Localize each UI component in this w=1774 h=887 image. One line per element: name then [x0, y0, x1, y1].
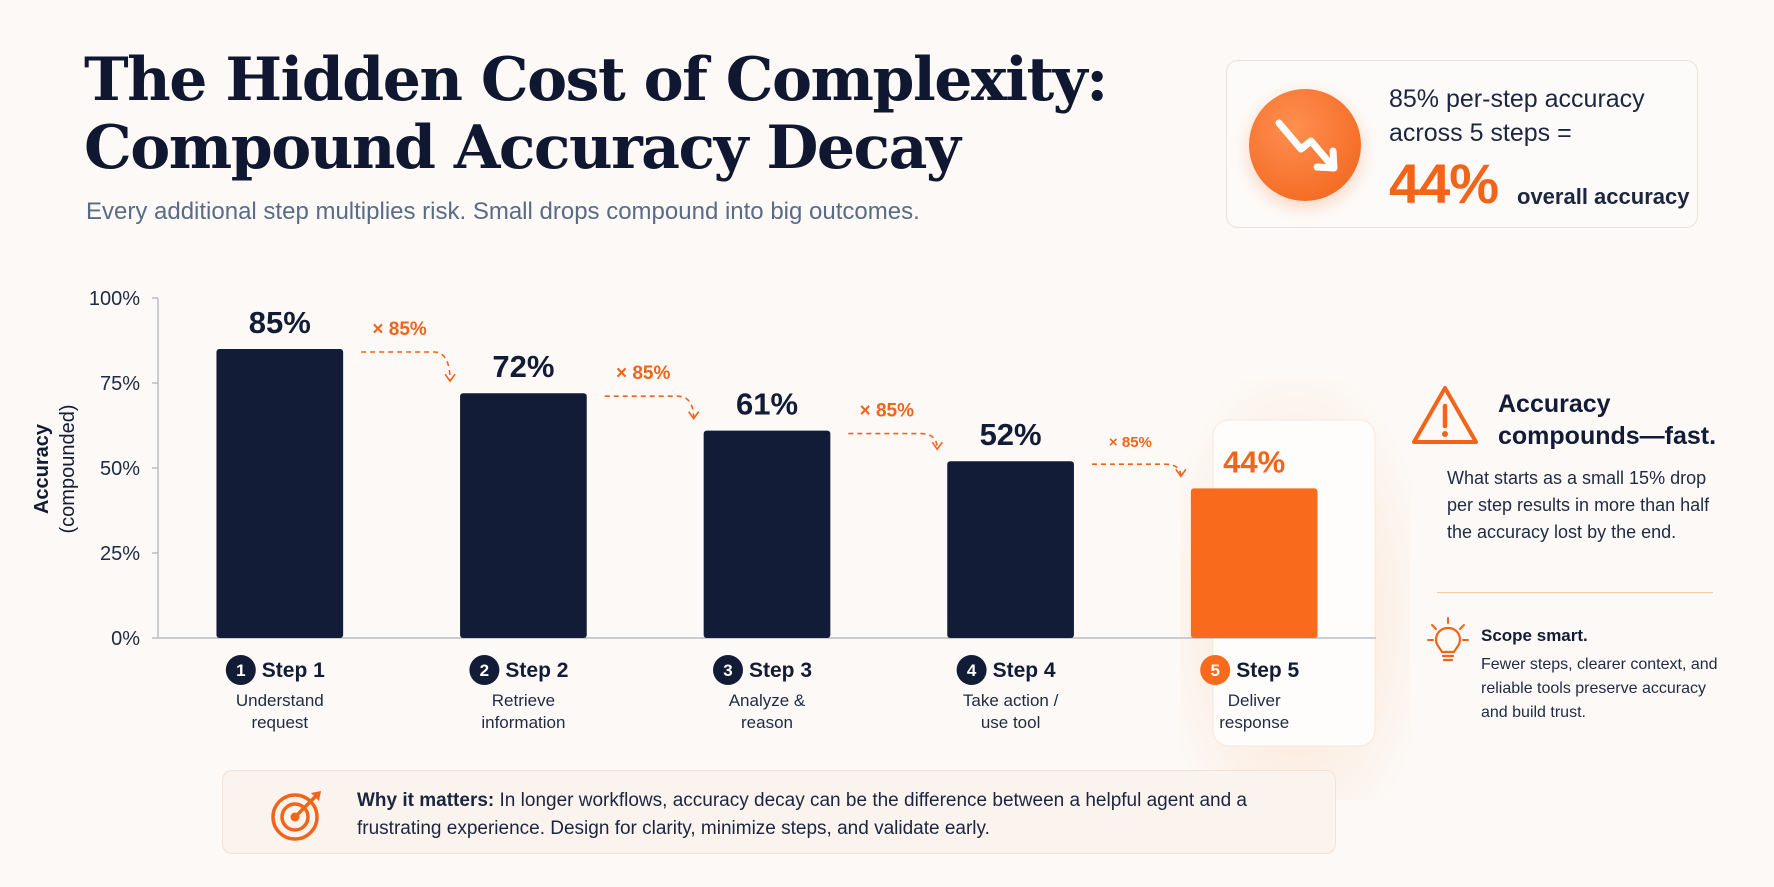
- bar-value-label: 44%: [1223, 444, 1285, 479]
- title-line-2: Compound Accuracy Decay: [84, 113, 961, 183]
- bar-value-label: 52%: [980, 417, 1042, 452]
- bar: [947, 461, 1074, 638]
- tip-heading: Scope smart.: [1481, 626, 1588, 645]
- y-tick-label: 75%: [100, 373, 140, 395]
- y-tick-label: 25%: [100, 543, 140, 565]
- stat-line-1: 85% per-step accuracy: [1389, 85, 1645, 113]
- y-tick-label: 100%: [89, 288, 140, 310]
- side-heading: Accuracy compounds—fast.: [1498, 388, 1716, 452]
- multiplier-arrow: [848, 432, 939, 450]
- title-line-1: The Hidden Cost of Complexity:: [84, 45, 1108, 115]
- why-label: Why it matters:: [357, 790, 495, 811]
- y-axis-subtitle: (compounded): [57, 405, 79, 534]
- why-it-matters-box: Why it matters: In longer workflows, acc…: [222, 770, 1336, 854]
- step-number: 4: [967, 661, 977, 680]
- multiplier-label: × 85%: [1109, 434, 1152, 451]
- step-description-line-2: reason: [741, 713, 793, 732]
- category-label: Step 3: [749, 659, 812, 682]
- step-number: 2: [480, 661, 489, 680]
- step-number: 3: [723, 661, 732, 680]
- multiplier-label: × 85%: [860, 401, 915, 422]
- target-icon: [271, 791, 321, 841]
- step-description-line-2: response: [1219, 713, 1289, 732]
- stat-card: 85% per-step accuracy across 5 steps = 4…: [1226, 60, 1698, 228]
- y-tick-label: 50%: [100, 458, 140, 480]
- bar: [216, 349, 344, 638]
- side-divider: [1437, 592, 1713, 593]
- step-number: 1: [236, 661, 245, 680]
- bar-value-label: 85%: [249, 305, 311, 340]
- stat-big-label: overall accuracy: [1517, 184, 1690, 209]
- step-description-line-1: Deliver: [1228, 691, 1281, 710]
- lightbulb-icon: [1427, 617, 1469, 662]
- multiplier-arrow: [361, 351, 451, 382]
- multiplier-label: × 85%: [372, 319, 427, 340]
- multiplier-arrow: [1091, 463, 1182, 477]
- side-body: What starts as a small 15% drop per step…: [1447, 468, 1710, 542]
- stat-big-value: 44%: [1389, 152, 1499, 215]
- why-text: Why it matters: In longer workflows, acc…: [357, 787, 1317, 843]
- why-body: In longer workflows, accuracy decay can …: [357, 790, 1247, 839]
- tip-body: Fewer steps, clearer context, and reliab…: [1481, 656, 1718, 721]
- multiplier-arrowhead: [931, 441, 943, 451]
- y-axis-title: Accuracy: [31, 423, 53, 514]
- side-heading-line-2: compounds—fast.: [1498, 422, 1717, 450]
- trend-down-icon: [1275, 119, 1338, 172]
- category-label: Step 2: [505, 659, 568, 682]
- step-number-badge: [1200, 655, 1231, 685]
- multiplier-label: × 85%: [616, 363, 671, 384]
- step-number-badge: [956, 655, 987, 685]
- multiplier-arrow: [604, 395, 695, 419]
- step-description-line-1: Understand: [236, 691, 324, 710]
- step-description-line-2: information: [481, 713, 565, 732]
- multiplier-arrowhead: [688, 411, 700, 420]
- step-description-line-2: request: [251, 713, 308, 732]
- bar: [460, 393, 587, 638]
- category-label: Step 4: [993, 659, 1056, 682]
- category-label: Step 5: [1236, 659, 1299, 682]
- bar-value-label: 72%: [492, 349, 554, 384]
- step-description-line-1: Take action /: [963, 691, 1059, 710]
- stat-line-2: across 5 steps =: [1389, 119, 1572, 147]
- step-number: 5: [1210, 661, 1219, 680]
- warning-triangle-icon: [1412, 386, 1478, 444]
- bar: [1190, 488, 1318, 638]
- page-title: The Hidden Cost of Complexity: Compound …: [84, 45, 1108, 183]
- step-number-badge: [469, 655, 500, 685]
- step-description-line-2: use tool: [981, 713, 1041, 732]
- side-heading-line-1: Accuracy: [1498, 390, 1611, 418]
- stat-circle: [1249, 89, 1361, 201]
- step-description-line-1: Retrieve: [492, 691, 555, 710]
- category-label: Step 1: [262, 659, 325, 682]
- step-description-line-1: Analyze &: [729, 691, 806, 710]
- bar: [703, 430, 831, 638]
- step-number-badge: [713, 655, 743, 685]
- page-subtitle: Every additional step multiplies risk. S…: [86, 198, 920, 225]
- multiplier-arrowhead: [1175, 468, 1187, 478]
- multiplier-arrowhead: [444, 373, 456, 383]
- bar-value-label: 61%: [736, 387, 798, 422]
- step-number-badge: [225, 655, 256, 685]
- y-tick-label: 0%: [111, 628, 140, 650]
